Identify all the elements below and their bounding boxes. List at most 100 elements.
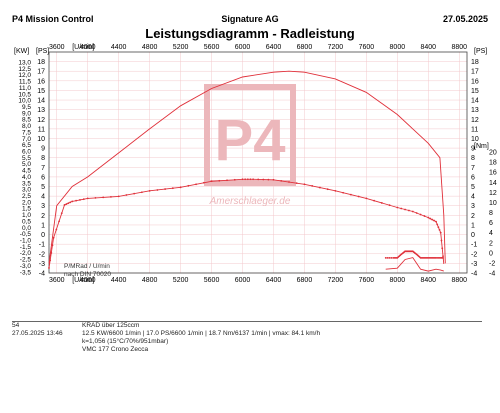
series-point: [50, 251, 53, 254]
kw-tick-label: 7,0: [22, 136, 31, 143]
watermark-caption: Amerschlaeger.de: [209, 196, 291, 207]
right-ps-tick-label: 14: [471, 98, 479, 105]
x-tick-label-top: 6800: [297, 44, 313, 51]
series-point: [423, 215, 426, 217]
series-point: [411, 210, 414, 213]
series-point: [280, 179, 283, 182]
kw-tick-label: 6,5: [22, 142, 31, 149]
kw-tick-label: 5,0: [22, 161, 31, 168]
kw-tick-label: 4,0: [22, 174, 31, 181]
report-date: 27.05.2025: [442, 14, 488, 24]
kw-tick-label: 9,0: [22, 110, 31, 117]
series-point: [171, 187, 174, 190]
x-tick-label-top: 5600: [204, 44, 220, 51]
right-ps-tick-label: 17: [471, 69, 479, 76]
right-ps-tick-label: 9: [471, 146, 475, 153]
nm-tick-label: -2: [489, 260, 495, 267]
x-tick-label-bottom: 6800: [297, 277, 313, 284]
ps-tick-label: -3: [39, 261, 45, 268]
ps-tick-label: 8: [41, 155, 45, 162]
series-point: [75, 199, 77, 202]
x-tick-label-bottom: 6400: [266, 277, 282, 284]
ps-tick-label: 18: [37, 59, 45, 66]
kw-tick-label: -0,5: [20, 231, 32, 238]
x-tick-label-bottom: 5600: [204, 277, 220, 284]
kw-tick-label: 1,5: [22, 206, 31, 213]
x-tick-label-bottom: 8000: [390, 277, 406, 284]
kw-tick-label: 1,0: [22, 212, 31, 219]
kw-tick-label: 13,0: [18, 60, 31, 67]
series-point: [202, 181, 205, 184]
series-point: [441, 247, 444, 250]
kw-tick-label: 10,5: [18, 91, 31, 98]
right-ps-tick-label: 0: [471, 232, 475, 239]
series-point: [233, 178, 236, 181]
series-point: [65, 203, 68, 205]
right-ps-tick-label: -4: [471, 271, 477, 278]
kw-tick-label: 6,0: [22, 149, 31, 156]
series-point: [357, 195, 360, 198]
series-point: [326, 188, 329, 191]
series-point: [140, 191, 143, 194]
series-point: [164, 188, 167, 190]
kw-tick-label: 0,5: [22, 218, 31, 225]
series-point: [272, 178, 275, 181]
ps-tick-label: 17: [37, 69, 45, 76]
series-point: [433, 219, 436, 222]
right-ps-tick-label: 18: [471, 59, 479, 66]
series-point: [252, 178, 255, 181]
kw-tick-label: 12,0: [18, 72, 31, 79]
kw-tick-label: -2,5: [20, 257, 32, 264]
right-ps-tick-label: 11: [471, 126, 478, 133]
right-ps-tick-label: 6: [471, 174, 475, 181]
nm-tick-label: 18: [489, 160, 497, 167]
x-tick-label-top: 8400: [421, 44, 437, 51]
nm-tick-label: 10: [489, 200, 497, 207]
series-point: [435, 220, 437, 223]
series-point: [82, 198, 85, 201]
peak-values: 12.5 KW/6600 1/min | 17.0 PS/6600 1/min …: [82, 330, 321, 337]
nm-tick-label: 8: [489, 210, 493, 217]
ps-tick-label: 3: [41, 203, 45, 210]
x-tick-label-bottom: 6000: [235, 277, 251, 284]
series-point: [380, 202, 383, 204]
series-point: [388, 256, 391, 259]
right-ps-tick-label: 3: [471, 203, 475, 210]
x-tick-label-top: 4800: [142, 44, 158, 51]
series-point: [419, 213, 422, 216]
nm-tick-label: 12: [489, 190, 497, 197]
series-point: [218, 179, 221, 182]
nm-tick-label: 6: [489, 220, 493, 227]
series-point: [431, 218, 434, 221]
x-tick-label-top: 6400: [266, 44, 282, 51]
right-ps-tick-label: 2: [471, 213, 475, 220]
nm-tick-label: 4: [489, 230, 493, 237]
series-point: [117, 195, 120, 198]
series-point: [257, 178, 260, 181]
run-id: 54: [12, 322, 20, 329]
x-tick-label-top: 3600: [49, 44, 65, 51]
series-point: [125, 194, 128, 196]
series-point: [386, 256, 389, 259]
series-point: [246, 178, 249, 181]
series-point: [67, 202, 70, 205]
series-point: [55, 228, 58, 231]
watermark-logo: P4 Amerschlaeger.de: [204, 84, 296, 207]
series-point: [415, 212, 418, 214]
plot-frame: [48, 51, 468, 274]
watermark-p4-text: P4: [215, 108, 286, 173]
kw-tick-label: -2,0: [20, 250, 32, 257]
ps-tick-label: -1: [39, 242, 45, 249]
series-point: [133, 192, 136, 195]
run-date: 27.05.2025 13:46: [12, 330, 63, 337]
right-ps-tick-label: -1: [471, 242, 477, 249]
ps-tick-label: 4: [41, 194, 45, 201]
series-point: [156, 189, 159, 191]
series-point: [86, 197, 89, 200]
x-tick-label-bottom: 5200: [173, 277, 189, 284]
kw-tick-label: 12,5: [18, 66, 31, 73]
right-ps-tick-label: 7: [471, 165, 475, 172]
series-point: [49, 259, 52, 262]
x-tick-label-bottom: 4400: [111, 277, 127, 284]
x-tick-label-bottom: 7600: [359, 277, 375, 284]
